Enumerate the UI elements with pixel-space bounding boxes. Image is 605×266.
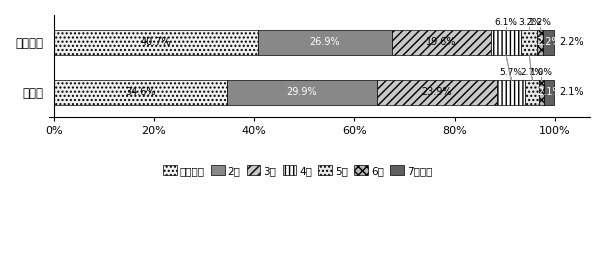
Text: 1.2%: 1.2% (529, 18, 552, 27)
Bar (539, 80, 544, 105)
Text: 5.7%: 5.7% (500, 68, 523, 77)
Text: 19.6%: 19.6% (427, 38, 457, 47)
Text: 2.7%: 2.7% (521, 68, 543, 77)
Text: 26.9%: 26.9% (310, 38, 341, 47)
Bar (227, 80, 377, 105)
Text: 23.9%: 23.9% (422, 87, 452, 97)
Text: 6.1%: 6.1% (494, 18, 517, 27)
Bar (54, 80, 227, 105)
Bar (377, 80, 497, 105)
Bar (537, 30, 543, 55)
Text: 3.2%: 3.2% (518, 18, 541, 27)
Bar (491, 30, 522, 55)
Text: 2.1%: 2.1% (559, 87, 583, 97)
Text: 29.9%: 29.9% (287, 87, 317, 97)
Bar (525, 80, 539, 105)
Text: 2.2%: 2.2% (559, 38, 584, 47)
Bar (54, 30, 258, 55)
Text: 40.7%: 40.7% (140, 38, 171, 47)
Text: 2.2%: 2.2% (537, 38, 561, 47)
Bar (258, 30, 393, 55)
Bar (522, 30, 537, 55)
Text: 1.0%: 1.0% (530, 68, 553, 77)
Bar (544, 80, 554, 105)
Text: 34.6%: 34.6% (125, 87, 155, 97)
Bar (497, 80, 525, 105)
Legend: はじめて, 2回, 3回, 4回, 5回, 6回, 7回以上: はじめて, 2回, 3回, 4回, 5回, 6回, 7回以上 (159, 161, 436, 180)
Bar (543, 30, 554, 55)
Bar (393, 30, 491, 55)
Text: 2.1%: 2.1% (537, 87, 561, 97)
